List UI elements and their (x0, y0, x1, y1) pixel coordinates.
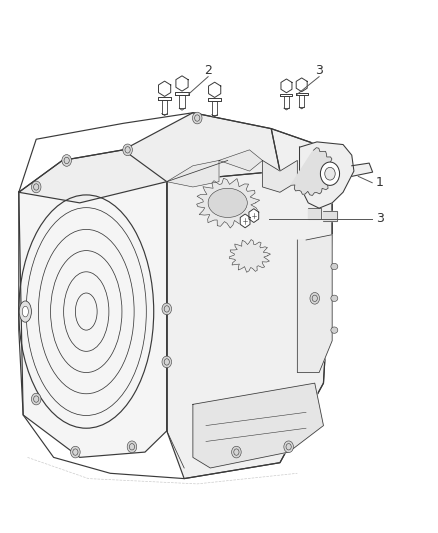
Polygon shape (219, 150, 262, 171)
Polygon shape (159, 81, 171, 96)
Polygon shape (19, 113, 280, 203)
Circle shape (162, 303, 172, 315)
Polygon shape (240, 214, 250, 228)
Circle shape (123, 144, 132, 156)
Ellipse shape (331, 263, 338, 270)
Circle shape (71, 446, 80, 458)
Polygon shape (19, 150, 167, 457)
Polygon shape (208, 82, 221, 98)
Text: 2: 2 (204, 64, 212, 77)
Polygon shape (197, 178, 260, 228)
Circle shape (62, 155, 71, 166)
Ellipse shape (19, 301, 32, 322)
Text: 3: 3 (376, 212, 384, 225)
Polygon shape (281, 79, 292, 93)
Ellipse shape (331, 295, 338, 302)
Polygon shape (167, 160, 219, 187)
Text: 1: 1 (376, 176, 384, 189)
Circle shape (325, 167, 335, 180)
Polygon shape (262, 160, 297, 192)
Polygon shape (230, 240, 270, 272)
Polygon shape (323, 211, 336, 221)
Polygon shape (352, 163, 373, 176)
Circle shape (127, 441, 137, 453)
Circle shape (32, 393, 41, 405)
Circle shape (310, 293, 320, 304)
Polygon shape (167, 128, 332, 479)
Polygon shape (176, 76, 188, 91)
Polygon shape (291, 148, 335, 196)
Circle shape (232, 446, 241, 458)
Ellipse shape (208, 188, 247, 217)
Circle shape (192, 112, 202, 124)
Polygon shape (19, 113, 332, 479)
Polygon shape (308, 208, 321, 219)
Ellipse shape (22, 306, 28, 317)
Ellipse shape (331, 327, 338, 333)
Polygon shape (193, 383, 323, 468)
Circle shape (32, 181, 41, 193)
Polygon shape (300, 142, 354, 208)
Circle shape (284, 441, 293, 453)
Polygon shape (249, 209, 259, 222)
Polygon shape (296, 78, 307, 92)
Text: 3: 3 (315, 64, 323, 77)
Circle shape (321, 162, 339, 185)
Polygon shape (297, 235, 332, 373)
Circle shape (162, 356, 172, 368)
